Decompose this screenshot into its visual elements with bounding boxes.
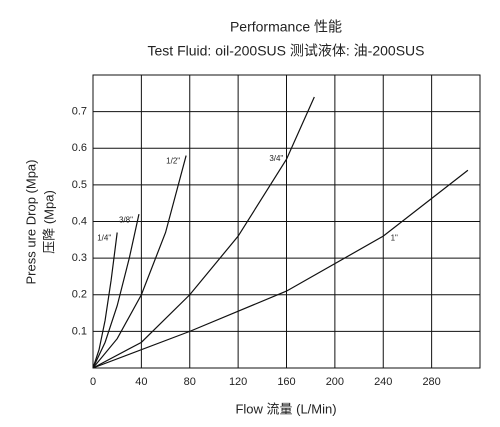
curve-label: 1/2" (166, 157, 180, 166)
x-tick-label: 40 (135, 376, 147, 388)
y-tick-label: 0.4 (72, 215, 87, 227)
chart-title: Performance 性能 (230, 19, 342, 35)
curve-label: 3/4" (269, 154, 283, 163)
y-tick-label: 0.5 (72, 179, 87, 191)
x-tick-label: 280 (422, 376, 440, 388)
y-tick-label: 0.1 (72, 325, 87, 337)
x-tick-label: 120 (229, 376, 247, 388)
y-tick-label: 0.2 (72, 289, 87, 301)
y-tick-label: 0.7 (72, 106, 87, 118)
chart-subtitle: Test Fluid: oil-200SUS 测试液体: 油-200SUS (148, 43, 425, 59)
curve-label: 1" (391, 233, 398, 242)
y-axis-title: 压降 (Mpa) (41, 190, 56, 254)
curve-label: 3/8" (119, 215, 133, 224)
x-tick-label: 0 (90, 376, 96, 388)
y-tick-label: 0.3 (72, 252, 87, 264)
y-tick-label: 0.6 (72, 142, 87, 154)
x-tick-label: 160 (277, 376, 295, 388)
x-tick-label: 80 (184, 376, 196, 388)
x-axis-title: Flow 流量 (L/Min) (235, 401, 336, 416)
curve (92, 214, 140, 369)
x-tick-label: 200 (326, 376, 344, 388)
curve (92, 232, 118, 369)
curve-label: 1/4" (97, 234, 111, 243)
curve (92, 169, 469, 369)
curve (92, 96, 315, 369)
curve (92, 155, 187, 369)
x-tick-label: 240 (374, 376, 392, 388)
y-axis-title: Press ure Drop (Mpa) (23, 160, 38, 285)
